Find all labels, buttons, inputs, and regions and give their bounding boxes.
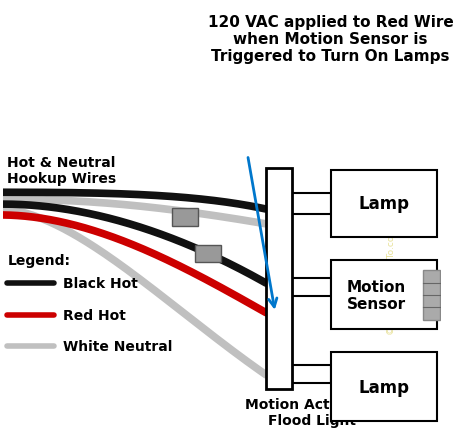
- Polygon shape: [292, 279, 331, 296]
- Bar: [331, 261, 437, 330]
- Polygon shape: [292, 365, 331, 383]
- Polygon shape: [292, 194, 331, 215]
- Text: Red Hot: Red Hot: [63, 308, 126, 322]
- Bar: [172, 208, 198, 226]
- Text: Hot & Neutral
Hookup Wires: Hot & Neutral Hookup Wires: [8, 155, 117, 186]
- Text: Motion Activated
Flood Light: Motion Activated Flood Light: [246, 397, 379, 427]
- Bar: [195, 245, 221, 263]
- Text: White Neutral: White Neutral: [63, 339, 172, 353]
- Text: Motion
Sensor: Motion Sensor: [347, 279, 406, 311]
- Text: Legend:: Legend:: [8, 254, 71, 268]
- Bar: [266, 168, 292, 389]
- Text: Black Hot: Black Hot: [63, 276, 137, 290]
- Bar: [331, 170, 437, 237]
- Bar: [331, 352, 437, 421]
- Bar: [423, 271, 440, 320]
- Text: ©HandymanHowTo.com: ©HandymanHowTo.com: [386, 224, 395, 333]
- Text: Lamp: Lamp: [358, 378, 409, 396]
- Text: 120 VAC applied to Red Wire
when Motion Sensor is
Triggered to Turn On Lamps: 120 VAC applied to Red Wire when Motion …: [208, 14, 454, 64]
- Text: Lamp: Lamp: [358, 194, 409, 212]
